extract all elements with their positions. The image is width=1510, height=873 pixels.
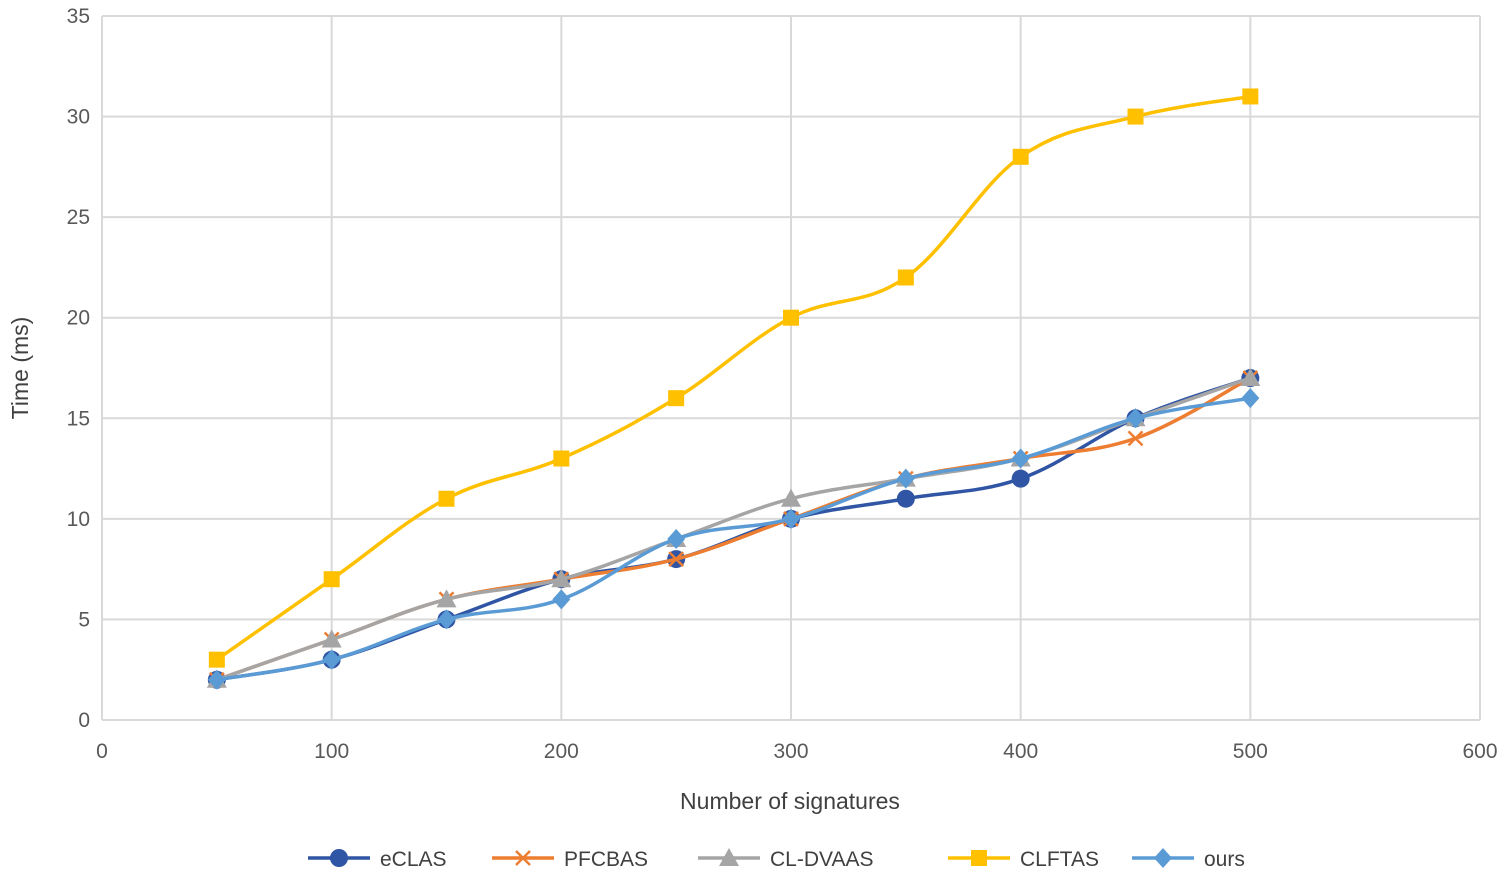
- data-point-eclas: [1011, 469, 1030, 488]
- series-clftas: [208, 88, 1259, 668]
- x-axis-title: Number of signatures: [680, 788, 900, 814]
- data-point-clftas: [438, 490, 455, 507]
- legend-marker: [330, 849, 348, 867]
- data-point-ours: [207, 669, 226, 690]
- x-tick-label: 600: [1462, 740, 1497, 763]
- data-point-eclas: [896, 489, 915, 508]
- data-point-ours: [1011, 448, 1030, 469]
- series-line-ours: [216, 396, 1251, 682]
- legend-marker: [1154, 848, 1172, 868]
- legend-item-eclas: eCLAS: [308, 848, 447, 871]
- series-ours: [207, 388, 1260, 690]
- legend-marker: [971, 850, 987, 866]
- legend-marker-stroke: [515, 850, 531, 866]
- y-tick-label: 0: [78, 709, 90, 732]
- x-axis-ticks: 0 100 200 300 400 500 600: [96, 740, 1497, 763]
- data-point-ours: [1241, 388, 1260, 409]
- x-tick-label: 100: [314, 740, 349, 763]
- data-point-clftas: [1127, 108, 1144, 125]
- data-point-ours: [322, 649, 341, 670]
- data-point-cl-dvaas: [781, 488, 801, 507]
- data-point-pfcbas-stroke: [668, 551, 685, 567]
- y-tick-label: 35: [67, 5, 90, 28]
- data-point-ours: [1126, 408, 1145, 429]
- data-point-ours: [782, 508, 800, 529]
- data-point-clftas: [1012, 148, 1029, 165]
- y-tick-label: 25: [67, 206, 90, 229]
- data-point-cl-dvaas: [551, 569, 572, 588]
- data-point-clftas: [323, 571, 340, 588]
- data-point-clftas: [208, 651, 225, 668]
- legend-marker: [515, 850, 531, 866]
- series-line-clftas: [215, 94, 1251, 662]
- x-tick-label: 400: [1003, 740, 1038, 763]
- y-tick-label: 30: [67, 106, 90, 129]
- data-point-clftas: [783, 309, 799, 326]
- legend-label: ours: [1204, 848, 1245, 871]
- data-point-ours: [437, 609, 456, 630]
- y-axis-ticks: 0 5 10 15 20 25 30 35: [67, 5, 90, 732]
- data-point-cl-dvaas: [1240, 368, 1261, 387]
- legend: eCLAS PFCBAS CL-DVAAS CLFTAS ours: [308, 848, 1245, 871]
- y-tick-label: 10: [67, 508, 90, 531]
- data-point-ours: [896, 468, 915, 489]
- data-point-clftas: [668, 390, 685, 407]
- data-point-cl-dvaas: [436, 589, 457, 608]
- y-tick-label: 5: [78, 608, 90, 631]
- legend-item-clftas: CLFTAS: [948, 848, 1099, 871]
- y-tick-label: 15: [67, 407, 90, 430]
- legend-item-ours: ours: [1132, 848, 1245, 871]
- series-group: [206, 88, 1261, 690]
- data-point-pfcbas: [1127, 430, 1144, 447]
- legend-label: eCLAS: [380, 848, 447, 871]
- data-point-clftas: [897, 269, 914, 286]
- data-point-ours: [552, 589, 571, 610]
- legend-label: CL-DVAAS: [770, 848, 873, 871]
- data-point-clftas: [1242, 88, 1259, 105]
- data-point-pfcbas-stroke: [1127, 430, 1144, 447]
- x-tick-label: 300: [773, 740, 808, 763]
- data-point-cl-dvaas: [321, 629, 342, 648]
- data-point-pfcbas: [668, 551, 685, 567]
- x-tick-label: 0: [96, 740, 108, 763]
- legend-label: CLFTAS: [1020, 848, 1099, 871]
- legend-marker: [719, 848, 739, 866]
- legend-label: PFCBAS: [564, 848, 648, 871]
- legend-item-pfcbas: PFCBAS: [492, 848, 648, 871]
- y-axis-title: Time (ms): [7, 317, 33, 420]
- x-tick-label: 500: [1233, 740, 1268, 763]
- legend-item-cl-dvaas: CL-DVAAS: [698, 848, 873, 871]
- data-point-clftas: [553, 450, 570, 467]
- data-point-ours: [667, 528, 686, 549]
- grid: [101, 15, 1481, 721]
- y-tick-label: 20: [67, 307, 90, 330]
- x-tick-label: 200: [544, 740, 579, 763]
